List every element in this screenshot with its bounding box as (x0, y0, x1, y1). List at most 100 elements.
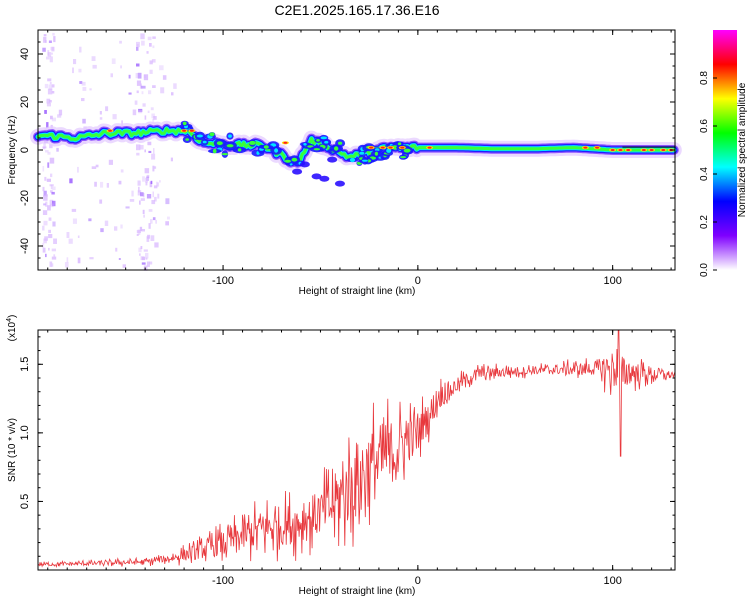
spectrogram-speckle (68, 238, 73, 244)
spectrogram-speckle (139, 85, 143, 89)
spectrogram-speckle (111, 58, 116, 64)
spectrogram-speckle (144, 168, 150, 174)
spectrogram-blob-core (263, 145, 269, 149)
spectrogram-speckle (66, 257, 69, 263)
spectrogram-speckle (143, 214, 145, 218)
spectrogram-speckle (165, 221, 169, 226)
spectrogram-speckle (50, 203, 54, 208)
spectrogram-speckle (149, 69, 153, 74)
spectrogram-speckle (43, 142, 46, 148)
spectrogram-speckle (138, 186, 140, 193)
spectrogram-speckle (150, 219, 153, 224)
spectrogram-speckle (150, 107, 154, 111)
spectrogram-speckle (42, 47, 46, 52)
spectrogram-speckle (119, 40, 122, 44)
spectrogram-blob-core (361, 159, 368, 162)
spectrogram-speckle (48, 247, 50, 251)
spectrogram-speckle (146, 194, 152, 199)
spectrogram-blob-core (182, 121, 187, 126)
spectrogram-speckle (89, 257, 94, 260)
spectrogram-speckle (167, 216, 170, 220)
spectrogram-speckle (139, 253, 141, 256)
spectrogram-speckle (82, 86, 87, 91)
spectrogram-speckle (50, 46, 54, 51)
spectrogram-x-tick-label: -100 (212, 275, 234, 287)
spectrogram-blob-core (324, 140, 329, 144)
colorbar-ramp (713, 30, 737, 270)
spectrogram-speckle (91, 166, 97, 169)
spectrogram-speckle (147, 110, 150, 113)
spectrogram-blob-core (284, 159, 291, 163)
spectrogram-blob-core (209, 132, 215, 137)
spectrogram-hotspot-core (641, 149, 646, 151)
spectrogram-speckle (128, 74, 131, 79)
spectrogram-speckle (151, 153, 156, 160)
spectrogram-speckle (45, 253, 47, 258)
spectrogram-speckle (152, 85, 156, 88)
snr-scale-label: (x10 (7, 321, 18, 341)
spectrogram-blob (292, 168, 303, 175)
spectrogram-speckle (81, 98, 85, 102)
spectrogram-speckle (154, 196, 157, 202)
spectrogram-hotspot-core (427, 146, 432, 149)
spectrogram-speckle (43, 190, 47, 197)
spectrogram-speckle (49, 199, 54, 206)
spectrogram-speckle (53, 238, 57, 244)
spectrogram-speckle (69, 178, 73, 184)
spectrogram-speckle (152, 217, 156, 221)
spectrogram-speckle (81, 81, 86, 86)
spectrogram-speckle (152, 118, 155, 124)
spectrogram-hotspot-core (388, 146, 393, 149)
spectrogram-speckle (170, 157, 173, 162)
spectrogram-speckle (46, 56, 50, 60)
spectrogram-speckle (132, 109, 137, 116)
spectrogram-speckle (152, 45, 155, 49)
spectrogram-speckle (64, 262, 69, 268)
spectrogram-speckle (140, 192, 144, 197)
spectrogram-y-tick-label: -40 (19, 238, 31, 254)
spectrogram-speckle (139, 226, 143, 231)
spectrogram-speckle (47, 88, 53, 95)
spectrogram-speckle (49, 144, 53, 149)
spectrogram-x-tick-label: 100 (603, 275, 621, 287)
spectrogram-speckle (95, 164, 99, 168)
spectrogram-speckle (141, 229, 145, 232)
spectrogram-speckle (134, 100, 138, 105)
spectrogram-x-tick-label: 0 (415, 275, 421, 287)
spectrogram-hotspot-core (108, 129, 113, 132)
spectrogram-blob (334, 180, 345, 187)
spectrogram-blob (327, 156, 338, 163)
spectrogram-speckle (131, 190, 134, 197)
spectrogram-speckle (108, 159, 113, 165)
spectrogram-speckle (52, 32, 55, 36)
spectrogram-speckle (151, 59, 156, 63)
spectrogram-speckle (88, 218, 92, 222)
spectrogram-speckle (157, 193, 160, 199)
spectrogram-hotspot-core (618, 149, 623, 151)
spectrogram-speckle (51, 263, 54, 267)
spectrogram-blob-core (185, 138, 190, 141)
snr-series-line (37, 329, 676, 569)
spectrogram-speckle (42, 210, 48, 215)
spectrogram-speckle (56, 147, 59, 152)
spectrogram-speckle (114, 226, 118, 231)
spectrogram-speckle (142, 103, 146, 107)
spectrogram-blob (319, 175, 330, 182)
spectrogram-speckle (46, 102, 51, 107)
spectrogram-speckle (51, 191, 55, 195)
spectrogram-speckle (43, 34, 47, 37)
spectrogram-speckle (140, 246, 143, 250)
spectrogram-speckle (152, 165, 155, 172)
spectrogram-speckle (48, 229, 51, 233)
spectrogram-x-axis-label: Height of straight line (km) (299, 286, 416, 297)
spectrogram-speckle (51, 248, 56, 252)
spectrogram-y-tick-label: -20 (19, 190, 31, 206)
spectrogram-blob-core (226, 144, 234, 148)
spectrogram-speckle (104, 220, 109, 226)
spectrogram-speckle (71, 208, 77, 212)
spectrogram-hotspot-core (283, 141, 288, 144)
spectrogram-speckle (48, 100, 52, 103)
snr-frame (37, 329, 676, 571)
spectrogram-speckle (149, 261, 153, 265)
spectrogram-speckle (140, 83, 142, 88)
